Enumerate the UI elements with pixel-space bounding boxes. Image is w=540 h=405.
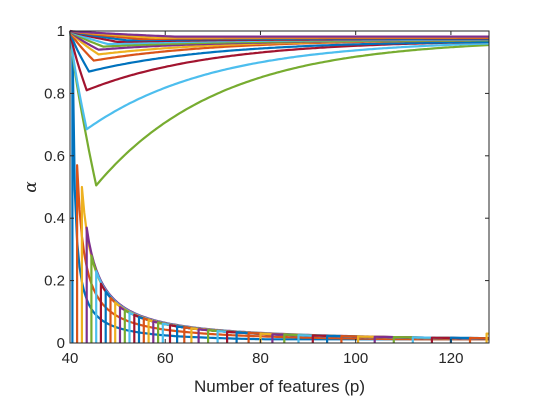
x-tick-label: 40 bbox=[62, 350, 79, 367]
y-tick-label: 0.8 bbox=[44, 85, 65, 102]
y-tick-label: 0.4 bbox=[44, 210, 65, 227]
y-axis-label: α bbox=[21, 181, 41, 193]
upper-curve bbox=[68, 30, 490, 187]
lower-curve bbox=[90, 254, 489, 343]
tick-layer: 40 60 80 100 120 0 0.2 0.4 0.6 0.8 1 bbox=[44, 23, 489, 367]
x-tick-label: 80 bbox=[252, 350, 269, 367]
lower-curve bbox=[485, 332, 490, 343]
lower-curve bbox=[468, 336, 489, 343]
x-tick-label: 60 bbox=[157, 350, 174, 367]
upper-curve bbox=[68, 30, 489, 73]
x-tick-label: 120 bbox=[438, 350, 463, 367]
upper-curve bbox=[68, 30, 489, 131]
x-tick-label: 100 bbox=[343, 350, 368, 367]
x-axis-label: Number of features (p) bbox=[194, 377, 365, 396]
lower-curve bbox=[95, 270, 489, 343]
y-tick-label: 1 bbox=[57, 23, 65, 40]
y-tick-label: 0 bbox=[57, 335, 65, 352]
series-layer bbox=[68, 29, 490, 343]
y-tick-label: 0.6 bbox=[44, 148, 65, 165]
upper-curve bbox=[69, 29, 489, 38]
y-tick-label: 0.2 bbox=[44, 273, 65, 290]
plot-frame bbox=[69, 30, 490, 344]
lower-curve bbox=[71, 36, 489, 343]
